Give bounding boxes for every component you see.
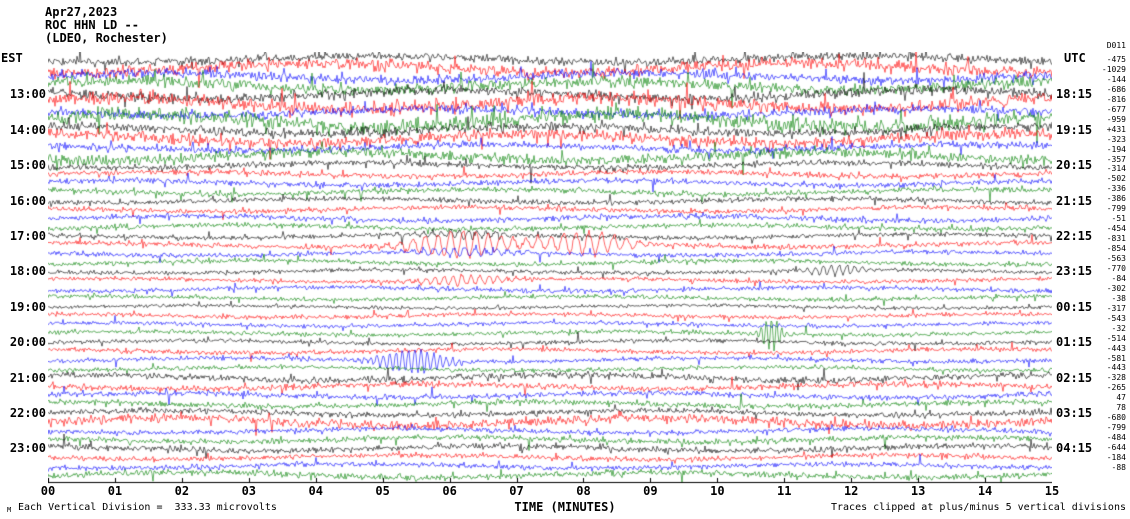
minute-tick-label: 06 (442, 484, 457, 498)
header-location: (LDEO, Rochester) (45, 31, 168, 45)
minute-tick-label: 13 (910, 484, 926, 498)
est-time-label: 19:00 (9, 299, 46, 314)
header-date: Apr27,2023 (45, 5, 118, 19)
trace-value: -959 (1106, 114, 1126, 124)
est-time-label: 23:00 (9, 441, 46, 456)
trace-value: -317 (1106, 303, 1126, 313)
trace-value: -88 (1111, 462, 1126, 472)
utc-time-label: 00:15 (1056, 299, 1093, 314)
minute-tick-label: 05 (375, 484, 390, 498)
trace-value: -581 (1106, 353, 1126, 363)
utc-time-label: 22:15 (1056, 229, 1093, 243)
trace-value: -680 (1106, 413, 1126, 423)
trace-value: -686 (1106, 84, 1126, 94)
est-time-label: 18:00 (9, 264, 46, 279)
est-time-label: 16:00 (9, 193, 46, 208)
utc-time-label: 19:15 (1056, 122, 1093, 137)
utc-time-label: 04:15 (1056, 441, 1093, 456)
minute-tick-label: 04 (308, 484, 323, 498)
minute-tick-label: 15 (1044, 484, 1060, 498)
minute-tick-label: 08 (576, 484, 591, 498)
trace-value: -314 (1106, 164, 1126, 174)
trace-value: -328 (1106, 373, 1126, 383)
trace-value: -563 (1106, 254, 1126, 263)
trace-value: -799 (1106, 204, 1126, 214)
minute-tick-label: 12 (843, 484, 859, 498)
trace-value: -323 (1106, 134, 1126, 144)
est-time-label: 17:00 (9, 229, 46, 243)
utc-time-label: 18:15 (1056, 87, 1093, 102)
trace-value: -543 (1106, 313, 1126, 323)
trace-value: -51 (1111, 214, 1126, 224)
utc-time-label: 03:15 (1056, 406, 1093, 420)
minute-tick-label: 07 (509, 484, 524, 498)
trace-value: -799 (1106, 423, 1126, 433)
trace-value: +431 (1106, 124, 1126, 134)
minute-tick-label: 10 (710, 484, 725, 498)
trace-value: -644 (1106, 443, 1126, 453)
trace-value: -1029 (1101, 64, 1126, 74)
trace-value: -184 (1106, 453, 1126, 462)
corner-glyph: M (7, 506, 12, 514)
utc-time-label: 02:15 (1056, 370, 1093, 385)
trace-value: -443 (1106, 363, 1126, 373)
minute-tick-label: 14 (977, 484, 993, 498)
header-station: ROC HHN LD -- (45, 18, 139, 32)
right-axis-title: UTC (1064, 51, 1086, 65)
trace-value: -443 (1106, 343, 1126, 353)
trace-value: -831 (1106, 234, 1126, 244)
trace-value: -386 (1106, 194, 1126, 204)
minute-tick-label: 01 (107, 484, 123, 498)
est-time-label: 21:00 (9, 370, 46, 385)
trace-value: -816 (1106, 94, 1126, 104)
trace-value: -32 (1111, 323, 1126, 333)
utc-time-label: 01:15 (1056, 335, 1093, 350)
trace-value: -357 (1106, 154, 1126, 164)
trace-value: 78 (1116, 403, 1126, 413)
est-time-label: 13:00 (9, 87, 46, 102)
est-time-label: 14:00 (9, 122, 46, 137)
trace-value: -484 (1106, 433, 1126, 443)
right-column-header: D011 (1106, 41, 1126, 50)
trace-value: -475 (1106, 55, 1126, 64)
left-axis-title: EST (1, 51, 23, 65)
trace-value: -38 (1111, 293, 1126, 303)
minute-tick-label: 03 (241, 484, 257, 498)
trace-value: -677 (1106, 104, 1126, 114)
minute-tick-label: 00 (40, 484, 56, 498)
est-time-label: 22:00 (9, 406, 46, 420)
footer-clip-note: Traces clipped at plus/minus 5 vertical … (830, 502, 1126, 513)
trace-value: -144 (1106, 74, 1126, 84)
trace-value: -770 (1106, 263, 1126, 273)
utc-time-label: 20:15 (1056, 158, 1093, 173)
est-time-label: 20:00 (9, 335, 46, 350)
trace-value: -265 (1106, 383, 1126, 393)
seismogram-traces (48, 52, 1052, 488)
utc-time-label: 21:15 (1056, 193, 1093, 208)
trace-value: 47 (1116, 393, 1126, 403)
minute-tick-label: 02 (174, 484, 190, 498)
trace-value: -502 (1106, 174, 1126, 184)
trace-value: -194 (1106, 144, 1126, 154)
trace-value: -514 (1106, 333, 1126, 343)
utc-time-label: 23:15 (1056, 264, 1093, 279)
trace-value: -302 (1106, 283, 1126, 293)
x-axis-label: TIME (MINUTES) (514, 500, 616, 514)
footer-scale-note: Each Vertical Division = 333.33 microvol… (18, 502, 277, 513)
trace-value: -454 (1106, 224, 1126, 234)
minute-tick-label: 11 (777, 484, 792, 498)
trace-value: -336 (1106, 184, 1126, 194)
est-time-label: 15:00 (9, 158, 46, 173)
trace-value: -854 (1106, 244, 1126, 254)
trace-value: -84 (1111, 273, 1126, 283)
minute-tick-label: 09 (643, 484, 658, 498)
